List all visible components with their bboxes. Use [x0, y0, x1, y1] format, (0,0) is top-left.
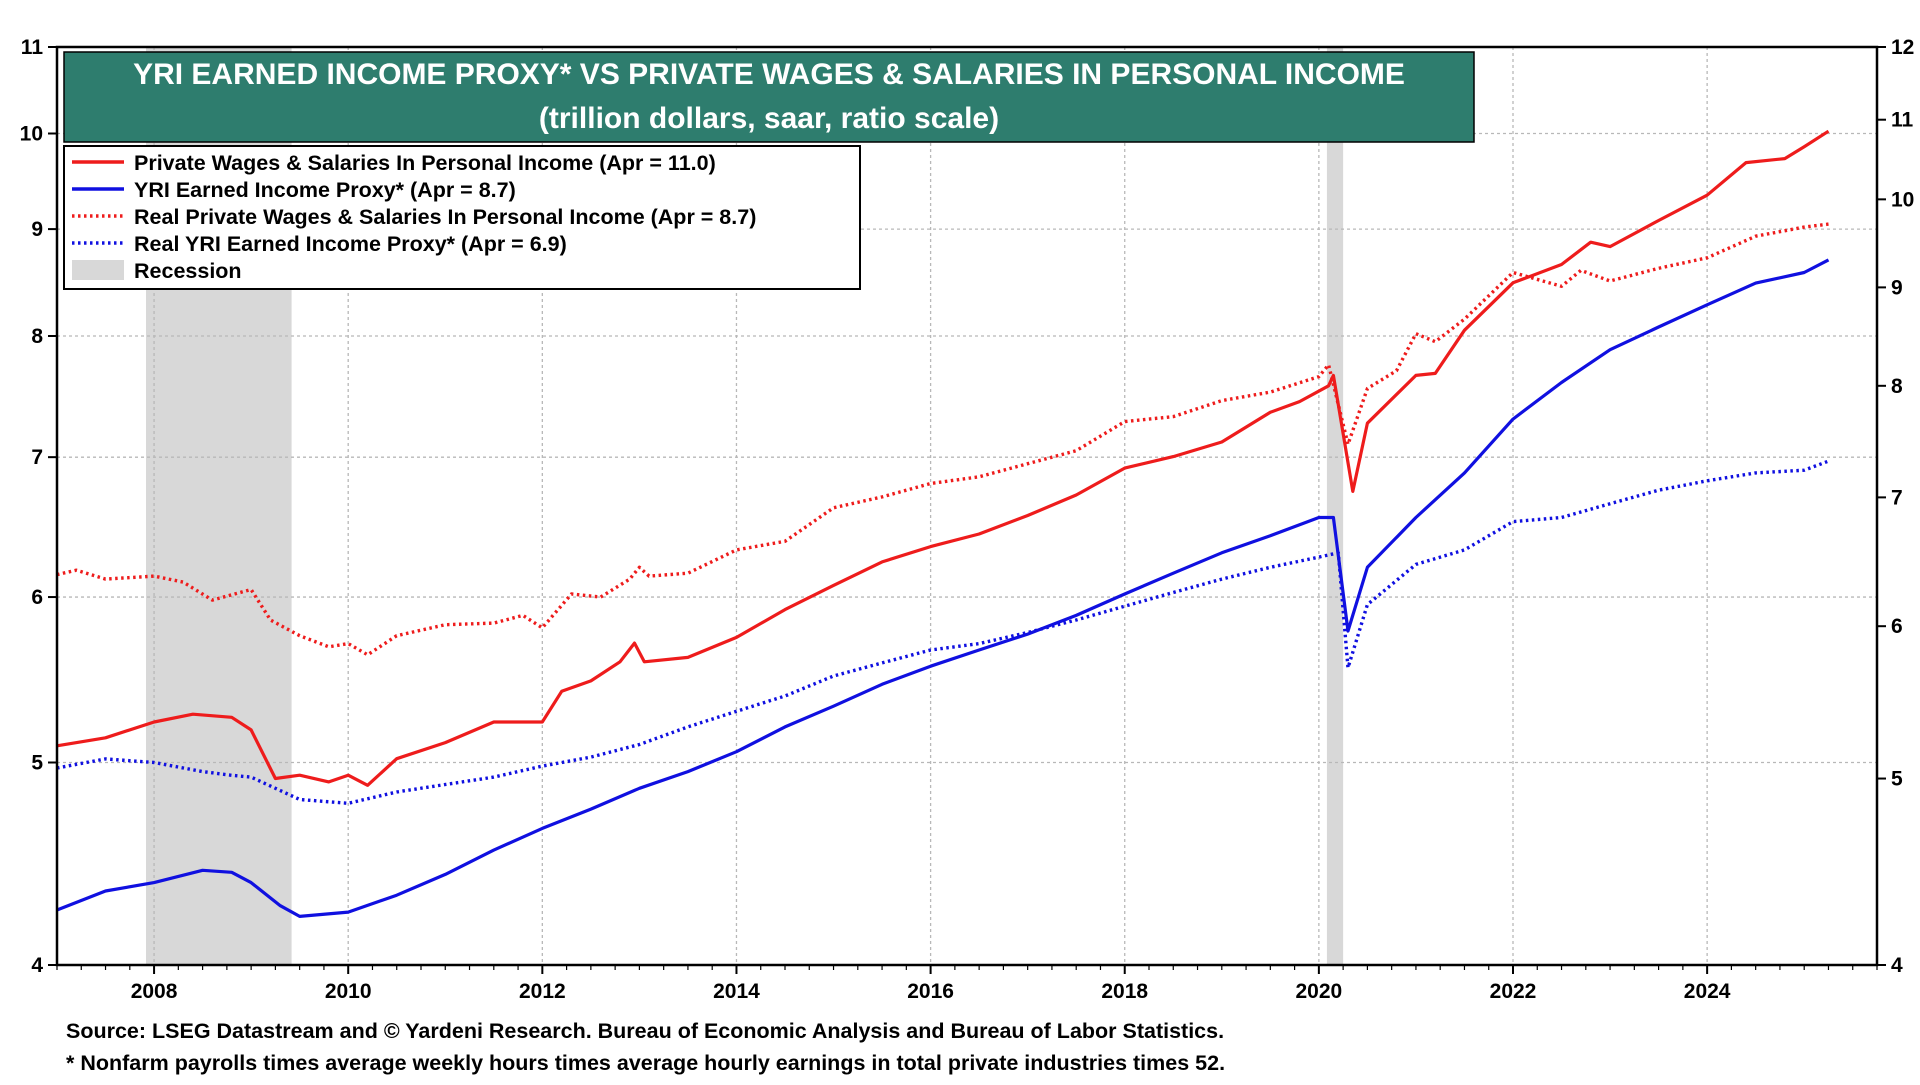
source-note: Source: LSEG Datastream and © Yardeni Re…	[66, 1019, 1225, 1043]
series-layer	[56, 129, 1830, 918]
legend: Private Wages & Salaries In Personal Inc…	[63, 145, 861, 290]
definition-note: * Nonfarm payrolls times average weekly …	[66, 1051, 1226, 1075]
x-tick-label-2008: 2008	[131, 980, 178, 1003]
legend-label-3: Real YRI Earned Income Proxy* (Apr = 6.9…	[134, 232, 567, 256]
legend-label-2: Real Private Wages & Salaries In Persona…	[134, 205, 756, 229]
x-tick-label-2018: 2018	[1101, 980, 1148, 1003]
right-tick-label-7: 7	[1891, 486, 1903, 509]
series-line-0	[56, 129, 1830, 787]
left-tick-label-10: 10	[20, 122, 43, 145]
legend-label-recession: Recession	[134, 259, 242, 283]
x-tick-label-2022: 2022	[1490, 980, 1537, 1003]
right-tick-label-10: 10	[1891, 188, 1914, 211]
x-tick-label-2024: 2024	[1684, 980, 1731, 1003]
legend-label-0: Private Wages & Salaries In Personal Inc…	[134, 151, 716, 175]
series-line-2	[56, 222, 1829, 657]
title-box: YRI EARNED INCOME PROXY* VS PRIVATE WAGE…	[63, 51, 1475, 143]
legend-swatch-recession	[72, 260, 124, 280]
series-line-3	[56, 459, 1830, 805]
right-tick-label-12: 12	[1891, 36, 1914, 59]
right-tick-label-9: 9	[1891, 276, 1903, 299]
series-line-1	[56, 258, 1830, 918]
plot-frame	[55, 45, 1879, 967]
grid-layer	[57, 47, 1877, 965]
right-tick-label-4: 4	[1891, 954, 1903, 977]
right-tick-label-5: 5	[1891, 768, 1903, 791]
right-tick-label-11: 11	[1891, 109, 1914, 132]
x-tick-label-2020: 2020	[1296, 980, 1343, 1003]
left-tick-label-4: 4	[31, 954, 43, 977]
x-tick-label-2012: 2012	[519, 980, 566, 1003]
legend-label-1: YRI Earned Income Proxy* (Apr = 8.7)	[134, 178, 516, 202]
left-tick-label-7: 7	[31, 446, 43, 469]
axes-layer: 2008 2010 2012 2014 2016 2018 2020 2022 2024 4 5 6 7…	[20, 36, 1915, 1003]
chart-title: YRI EARNED INCOME PROXY* VS PRIVATE WAGE…	[133, 58, 1405, 91]
x-tick-label-2016: 2016	[907, 980, 954, 1003]
recession-band-1	[1326, 47, 1344, 965]
left-tick-label-5: 5	[31, 752, 43, 775]
legend-box	[63, 145, 861, 290]
left-tick-label-8: 8	[31, 325, 43, 348]
right-tick-label-8: 8	[1891, 375, 1903, 398]
x-tick-label-2010: 2010	[325, 980, 372, 1003]
title-background	[63, 51, 1475, 143]
left-tick-label-11: 11	[21, 36, 44, 59]
left-tick-label-9: 9	[31, 218, 43, 241]
left-tick-label-6: 6	[31, 586, 43, 609]
right-tick-label-6: 6	[1891, 615, 1903, 638]
chart-subtitle: (trillion dollars, saar, ratio scale)	[539, 102, 999, 135]
x-tick-label-2014: 2014	[713, 980, 760, 1003]
